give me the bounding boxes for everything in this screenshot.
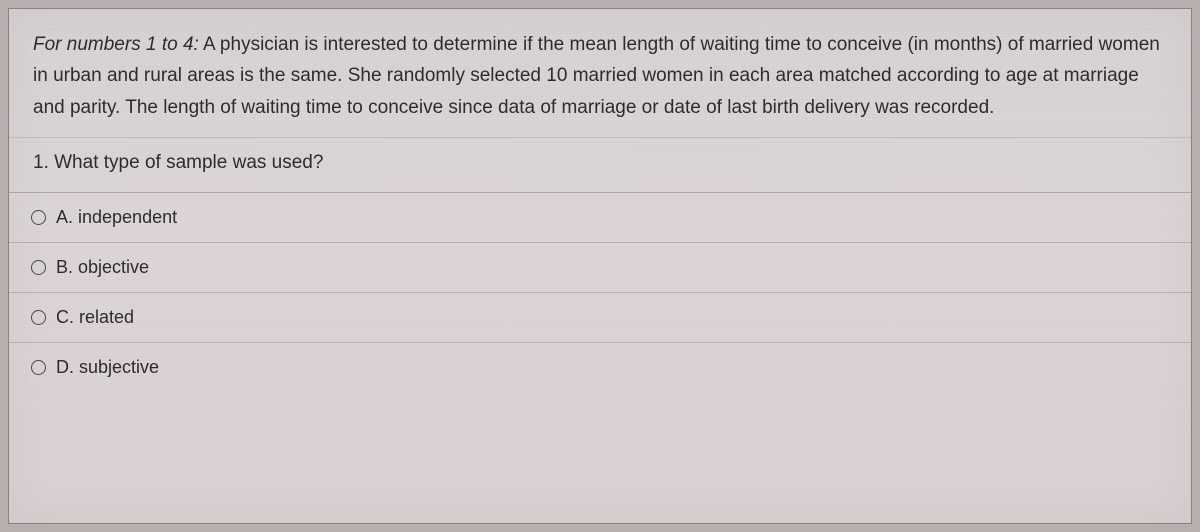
choice-label: D. subjective — [56, 357, 159, 378]
radio-icon — [31, 210, 46, 225]
context-prefix: For numbers 1 to 4: — [33, 34, 199, 55]
radio-icon — [31, 260, 46, 275]
question-text: 1. What type of sample was used? — [9, 138, 1191, 193]
choice-label: B. objective — [56, 257, 149, 278]
choice-label: A. independent — [56, 207, 177, 228]
context-body: A physician is interested to determine i… — [33, 34, 1160, 118]
choice-d[interactable]: D. subjective — [9, 343, 1191, 392]
radio-icon — [31, 310, 46, 325]
choice-b[interactable]: B. objective — [9, 243, 1191, 293]
question-card: For numbers 1 to 4: A physician is inter… — [8, 8, 1192, 524]
radio-icon — [31, 360, 46, 375]
choice-a[interactable]: A. independent — [9, 193, 1191, 243]
answer-choices: A. independent B. objective C. related D… — [9, 193, 1191, 392]
question-stem: For numbers 1 to 4: A physician is inter… — [9, 9, 1191, 138]
choice-c[interactable]: C. related — [9, 293, 1191, 343]
choice-label: C. related — [56, 307, 134, 328]
